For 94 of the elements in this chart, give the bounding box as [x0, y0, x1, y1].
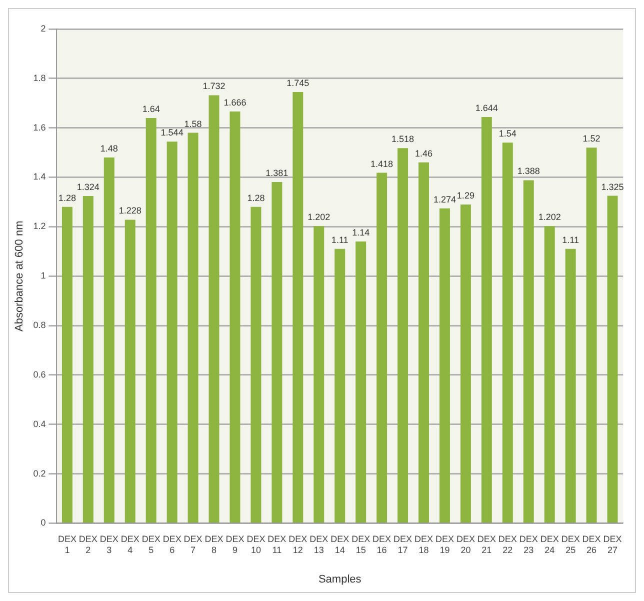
x-axis-title: Samples — [318, 573, 362, 586]
x-tick-label: DEX 10 — [246, 534, 266, 555]
bar — [82, 196, 94, 522]
bar — [272, 182, 282, 522]
bar — [62, 206, 72, 522]
bar — [208, 95, 220, 522]
data-label: 1.46 — [414, 148, 433, 158]
y-tick-label: 2 — [40, 23, 46, 34]
y-tick-label: 1.6 — [33, 122, 46, 132]
bar — [146, 118, 156, 522]
data-label: 1.274 — [433, 194, 456, 204]
bar — [356, 242, 366, 522]
x-tick-label: DEX 14 — [330, 534, 350, 555]
bar — [398, 148, 408, 522]
x-tick-label: DEX 15 — [352, 534, 370, 555]
x-tick-label: DEX 16 — [372, 534, 392, 555]
x-tick-label: DEX 3 — [100, 534, 118, 555]
bar — [166, 142, 178, 522]
data-label: 1.48 — [100, 143, 118, 154]
x-tick-label: DEX 20 — [456, 534, 475, 555]
data-label: 1.58 — [184, 118, 202, 129]
data-label: 1.28 — [247, 192, 265, 203]
bar — [104, 157, 114, 522]
x-tick-label: DEX 13 — [310, 534, 328, 555]
x-tick-label: DEX 9 — [226, 534, 244, 555]
x-tick-label: DEX 2 — [78, 534, 98, 555]
data-label: 1.11 — [562, 234, 579, 245]
bar — [188, 132, 198, 522]
data-label: 1.666 — [224, 98, 246, 108]
data-label: 1.324 — [76, 182, 100, 192]
x-tick-label: DEX 6 — [162, 534, 182, 555]
y-tick-label: 0 — [40, 518, 46, 528]
y-tick-label: 0.8 — [33, 320, 46, 330]
data-label: 1.14 — [352, 227, 370, 238]
data-label: 1.28 — [58, 192, 76, 203]
data-label: 1.325 — [601, 182, 624, 192]
x-tick-label: DEX 5 — [142, 534, 160, 555]
data-label: 1.29 — [456, 190, 474, 200]
bar — [481, 116, 492, 522]
bar — [544, 226, 555, 522]
y-axis-title: Absorbance at 600 nm — [14, 220, 26, 332]
data-label: 1.228 — [118, 206, 142, 216]
x-tick-label: DEX 17 — [394, 534, 412, 555]
data-label: 1.64 — [142, 104, 160, 114]
bar — [586, 148, 597, 522]
data-label: 1.11 — [331, 234, 348, 245]
bar — [502, 142, 513, 522]
bar — [230, 112, 240, 522]
x-tick-label: DEX 22 — [498, 534, 517, 555]
x-tick-label: DEX 12 — [288, 534, 308, 555]
data-label: 1.644 — [475, 102, 498, 113]
x-tick-label: DEX 27 — [603, 534, 622, 555]
data-label: 1.52 — [582, 134, 600, 144]
data-label: 1.202 — [538, 212, 561, 222]
x-tick-label: DEX 24 — [540, 534, 559, 555]
bar — [376, 172, 388, 522]
y-tick-label: 1.8 — [33, 72, 46, 83]
data-label: 1.418 — [370, 158, 394, 169]
y-tick-label: 1 — [40, 270, 46, 281]
y-tick-label: 0.6 — [33, 369, 46, 380]
x-tick-label: DEX 23 — [519, 534, 538, 555]
data-label: 1.745 — [286, 78, 310, 88]
y-tick-label: 1.4 — [33, 172, 46, 182]
bar — [607, 196, 618, 522]
y-tick-label: 0.2 — [33, 468, 46, 478]
bar — [124, 220, 136, 522]
bar — [565, 248, 576, 522]
x-tick-label: DEX 19 — [435, 534, 454, 555]
y-tick-label: 1.2 — [33, 221, 46, 232]
data-label: 1.54 — [498, 128, 516, 139]
x-tick-label: DEX 18 — [414, 534, 434, 555]
data-label: 1.732 — [202, 81, 226, 92]
x-tick-label: DEX 1 — [58, 534, 76, 555]
bar — [292, 92, 304, 522]
data-label: 1.202 — [308, 212, 330, 222]
bar — [418, 162, 429, 522]
x-tick-label: DEX 11 — [268, 534, 286, 555]
x-tick-label: DEX 25 — [561, 534, 580, 555]
bar — [460, 204, 471, 522]
data-label: 1.388 — [517, 166, 540, 176]
data-label: 1.544 — [160, 128, 184, 138]
data-label: 1.381 — [266, 168, 288, 178]
bar — [250, 206, 262, 522]
data-label: 1.518 — [392, 134, 414, 144]
x-tick-label: DEX 26 — [582, 534, 601, 555]
bar — [334, 248, 346, 522]
x-tick-label: DEX 21 — [477, 534, 496, 555]
y-tick-label: 0.4 — [33, 418, 46, 429]
bar — [523, 180, 534, 522]
x-tick-label: DEX 8 — [204, 534, 224, 555]
x-tick-label: DEX 7 — [184, 534, 202, 555]
x-tick-label: DEX 4 — [120, 534, 140, 555]
bar — [314, 226, 324, 522]
bar — [439, 208, 450, 522]
